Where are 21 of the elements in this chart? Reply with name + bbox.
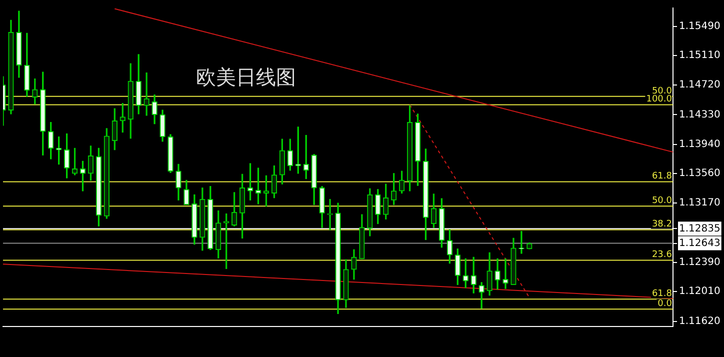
y-tick-label: 1.14330: [679, 109, 720, 120]
y-tick-label: 1.12835: [679, 223, 720, 234]
y-tick-label: 1.15490: [679, 20, 720, 32]
text: 欧美日线图: [196, 64, 296, 91]
annotation: 0.0: [658, 298, 672, 309]
y-tick-label: 1.12643: [679, 238, 720, 249]
y-tick-label: 1.13560: [679, 168, 720, 179]
y-tick-label: 1.13940: [679, 139, 720, 150]
y-tick-label: 1.11620: [679, 316, 720, 327]
annotation: 61.8: [652, 289, 672, 300]
y-tick-label: 1.12390: [679, 257, 720, 268]
y-tick-label: 1.12010: [679, 286, 720, 298]
annotation: 50.0: [652, 196, 672, 206]
annotation: 23.6: [652, 250, 672, 260]
annotation: 61.8: [652, 172, 672, 182]
y-tick-label: 1.14720: [679, 80, 720, 91]
annotation: 38.2: [652, 220, 672, 230]
y-tick-label: 1.15110: [679, 50, 720, 61]
annotation: 50.0: [652, 86, 672, 96]
y-tick-label: 1.13170: [679, 198, 720, 209]
annotation: 100.0: [646, 94, 672, 105]
